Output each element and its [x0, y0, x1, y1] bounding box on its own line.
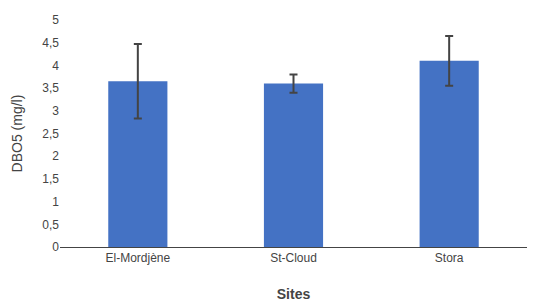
svg-text:Sites: Sites — [277, 286, 311, 302]
svg-text:1,5: 1,5 — [42, 172, 59, 186]
svg-text:El-Mordjène: El-Mordjène — [105, 251, 170, 265]
svg-text:Stora: Stora — [435, 251, 464, 265]
svg-text:2: 2 — [52, 149, 59, 163]
svg-text:2,5: 2,5 — [42, 127, 59, 141]
svg-text:St-Cloud: St-Cloud — [270, 251, 317, 265]
svg-text:0,5: 0,5 — [42, 218, 59, 232]
svg-text:5: 5 — [52, 13, 59, 27]
svg-text:4: 4 — [52, 59, 59, 73]
svg-text:1: 1 — [52, 195, 59, 209]
svg-text:DBO5 (mg/l): DBO5 (mg/l) — [9, 95, 25, 173]
svg-text:3: 3 — [52, 104, 59, 118]
svg-text:0: 0 — [52, 240, 59, 254]
svg-text:3,5: 3,5 — [42, 81, 59, 95]
svg-text:4,5: 4,5 — [42, 36, 59, 50]
